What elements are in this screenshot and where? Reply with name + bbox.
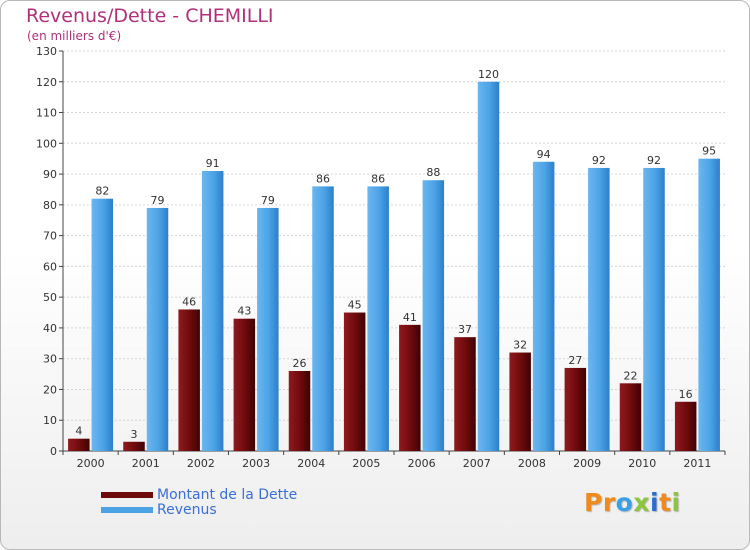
revenus-bar — [91, 198, 114, 451]
y-tick-label: 100 — [36, 137, 57, 150]
debt-bar — [674, 401, 697, 451]
legend: Montant de la Dette Revenus — [101, 486, 298, 518]
logo-letter: r — [602, 488, 616, 517]
revenus-bar — [422, 180, 445, 451]
x-tick-label: 2003 — [242, 457, 270, 470]
debt-bar — [178, 309, 200, 451]
y-tick-label: 90 — [43, 168, 57, 181]
logo-letter: t — [659, 488, 672, 517]
debt-bar — [619, 383, 642, 451]
logo-letter: P — [584, 488, 603, 517]
data-label: 92 — [592, 154, 606, 167]
debt-bar — [343, 312, 366, 451]
data-label: 26 — [293, 357, 307, 370]
data-label: 120 — [478, 68, 499, 81]
data-label: 86 — [371, 172, 385, 185]
data-label: 22 — [624, 369, 638, 382]
data-label: 94 — [537, 148, 551, 161]
data-label: 16 — [679, 388, 693, 401]
chart-subtitle: (en milliers d'€) — [27, 29, 122, 43]
legend-item-debt: Montant de la Dette — [101, 486, 298, 503]
revenus-bar — [588, 167, 610, 451]
data-label: 92 — [647, 154, 661, 167]
proxiti-logo: Proxiti — [584, 488, 681, 517]
x-tick-label: 2011 — [683, 457, 711, 470]
y-tick-label: 10 — [43, 414, 57, 427]
y-tick-label: 20 — [43, 383, 57, 396]
y-tick-label: 70 — [43, 230, 57, 243]
data-label: 37 — [458, 323, 472, 336]
data-label: 3 — [131, 428, 138, 441]
x-tick-label: 2009 — [573, 457, 601, 470]
y-tick-label: 40 — [43, 322, 57, 335]
x-tick-label: 2002 — [187, 457, 215, 470]
y-tick-label: 80 — [43, 199, 57, 212]
debt-bar — [454, 337, 476, 451]
debt-bar — [288, 371, 311, 451]
debt-bar — [233, 318, 256, 451]
logo-letter: i — [671, 488, 681, 517]
data-label: 79 — [151, 194, 165, 207]
x-tick-label: 2007 — [463, 457, 491, 470]
y-tick-label: 130 — [36, 45, 57, 58]
revenus-bar — [312, 186, 334, 451]
revenus-bar — [146, 207, 169, 451]
y-tick-label: 50 — [43, 291, 57, 304]
data-label: 27 — [568, 354, 582, 367]
data-label: 41 — [403, 311, 417, 324]
chart-title: Revenus/Dette - CHEMILLI — [26, 5, 274, 27]
revenus-bar — [257, 207, 279, 451]
legend-item-revenus: Revenus — [101, 501, 297, 518]
x-tick-label: 2006 — [408, 457, 436, 470]
data-label: 46 — [182, 295, 196, 308]
revenus-bar — [643, 167, 665, 451]
legend-swatch-debt — [101, 491, 153, 498]
legend-swatch-revenus — [101, 506, 153, 513]
data-label: 82 — [95, 185, 109, 198]
data-label: 79 — [261, 194, 275, 207]
debt-bar — [68, 438, 90, 451]
x-tick-label: 2005 — [352, 457, 380, 470]
data-label: 88 — [426, 166, 440, 179]
revenus-bar — [532, 161, 555, 451]
logo-letter: i — [650, 488, 660, 517]
revenus-bar — [477, 81, 500, 452]
legend-label-debt: Montant de la Dette — [157, 486, 298, 503]
debt-bar — [509, 352, 531, 451]
data-label: 43 — [237, 305, 251, 318]
x-tick-label: 2004 — [297, 457, 325, 470]
revenus-bar — [367, 186, 389, 451]
y-tick-label: 0 — [50, 445, 57, 458]
revenus-bar — [201, 171, 224, 451]
y-tick-label: 30 — [43, 353, 57, 366]
data-label: 32 — [513, 339, 527, 352]
debt-bar — [564, 367, 587, 451]
revenus-bar — [698, 158, 720, 451]
data-label: 4 — [75, 425, 82, 438]
y-tick-label: 110 — [36, 107, 57, 120]
data-label: 91 — [206, 157, 220, 170]
data-label: 86 — [316, 172, 330, 185]
y-tick-label: 120 — [36, 76, 57, 89]
debt-bar — [123, 441, 145, 451]
debt-bar — [399, 324, 421, 451]
legend-label-revenus: Revenus — [157, 501, 217, 518]
logo-letter: o — [615, 488, 634, 517]
x-tick-label: 2010 — [628, 457, 656, 470]
x-tick-label: 2000 — [77, 457, 105, 470]
y-tick-label: 60 — [43, 260, 57, 273]
x-tick-label: 2001 — [132, 457, 160, 470]
data-label: 45 — [348, 299, 362, 312]
x-tick-label: 2008 — [518, 457, 546, 470]
data-label: 95 — [702, 145, 716, 158]
logo-letter: x — [633, 488, 650, 517]
